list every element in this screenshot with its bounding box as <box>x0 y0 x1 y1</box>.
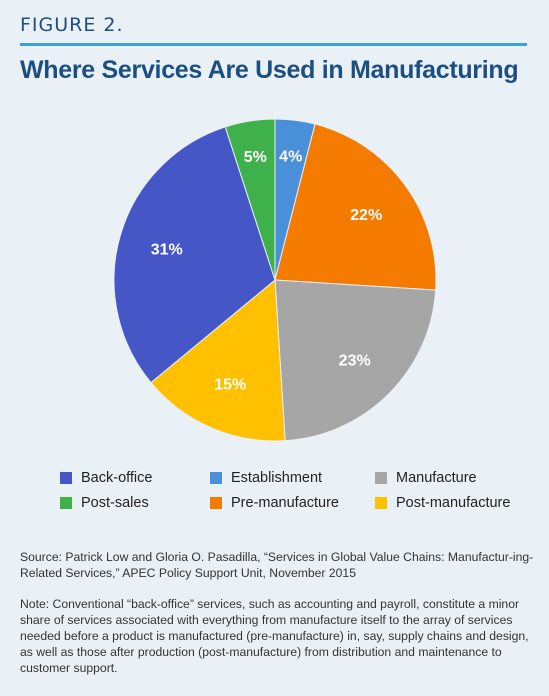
legend-swatch <box>375 472 387 484</box>
legend-label: Pre-manufacture <box>231 495 339 511</box>
legend-item-pre-manufacture: Pre-manufacture <box>210 495 375 511</box>
pie-label-manufacture: 23% <box>339 353 371 370</box>
legend-swatch <box>60 497 72 509</box>
pie-label-establishment: 4% <box>279 148 302 165</box>
pie-label-pre-manufacture: 22% <box>350 207 382 224</box>
legend-swatch <box>210 472 222 484</box>
pie-slice-post-manufacture <box>150 278 286 442</box>
legend-item-post-manufacture: Post-manufacture <box>375 495 520 511</box>
pie-label-post-manufacture: 15% <box>214 376 246 393</box>
chart-note: Note: Conventional “back-office” service… <box>20 597 529 675</box>
legend-item-establishment: Establishment <box>210 470 375 486</box>
legend-item-back-office: Back-office <box>60 470 210 486</box>
legend-swatch <box>210 497 222 509</box>
pie-slice-pre-manufacture <box>274 123 437 291</box>
pie-chart: 4% 22% 23% 15% 31% 5% <box>113 118 437 442</box>
legend-label: Post-manufacture <box>396 495 511 511</box>
title-divider <box>20 43 527 46</box>
pie-slice-post-sales <box>224 118 276 281</box>
figure-label: FIGURE 2. <box>20 14 124 36</box>
legend-item-manufacture: Manufacture <box>375 470 520 486</box>
source-citation: Source: Patrick Low and Gloria O. Pasadi… <box>20 550 534 580</box>
legend-swatch <box>375 497 387 509</box>
legend-label: Manufacture <box>396 470 477 486</box>
legend-label: Back-office <box>81 470 153 486</box>
chart-title: Where Services Are Used in Manufacturing <box>20 56 519 84</box>
pie-label-post-sales: 5% <box>244 149 267 166</box>
legend-item-post-sales: Post-sales <box>60 495 210 511</box>
legend-label: Post-sales <box>81 495 149 511</box>
legend-label: Establishment <box>231 470 323 486</box>
legend-swatch <box>60 472 72 484</box>
pie-slice-manufacture <box>274 279 437 442</box>
pie-label-back-office: 31% <box>151 242 183 259</box>
pie-slice-back-office <box>113 126 276 384</box>
chart-legend: Back-office Establishment Manufacture Po… <box>60 470 520 511</box>
